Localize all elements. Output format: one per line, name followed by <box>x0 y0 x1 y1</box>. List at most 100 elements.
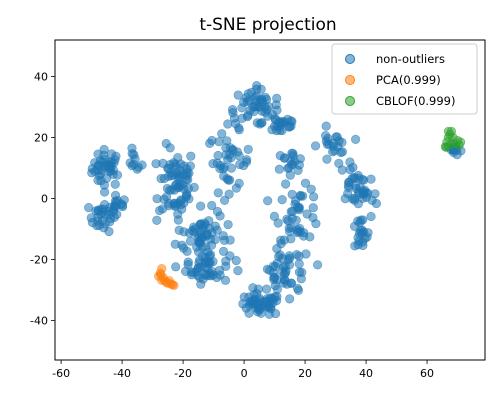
non-outlier-point <box>246 297 256 307</box>
non-outlier-point <box>92 221 102 231</box>
non-outlier-point <box>298 191 308 201</box>
cblof-outlier-point <box>443 126 454 137</box>
non-outlier-point <box>366 174 376 184</box>
non-outlier-point <box>99 180 109 190</box>
non-outlier-point <box>171 262 181 272</box>
pca-outlier-point <box>164 276 174 286</box>
non-outlier-point <box>170 239 180 249</box>
non-outlier-point <box>360 233 370 243</box>
non-outlier-point <box>347 174 357 184</box>
non-outlier-point <box>294 259 304 269</box>
non-outlier-point <box>112 170 123 180</box>
non-outlier-point <box>293 165 303 176</box>
non-outlier-point <box>219 195 230 205</box>
non-outlier-point <box>238 299 248 309</box>
non-outlier-point <box>228 107 238 118</box>
non-outlier-point <box>353 216 363 226</box>
non-outlier-point <box>152 215 162 225</box>
non-outlier-point <box>180 266 191 276</box>
non-outlier-point <box>107 149 117 159</box>
y-tick-label: 0 <box>41 192 48 205</box>
non-outlier-point <box>357 225 367 235</box>
non-outlier-point <box>279 235 289 245</box>
non-outlier-point <box>213 150 223 161</box>
non-outlier-point <box>370 189 380 199</box>
non-outlier-point <box>193 263 203 274</box>
x-tick-label: 40 <box>359 367 373 380</box>
non-outlier-point <box>196 201 206 211</box>
non-outlier-point <box>277 195 287 205</box>
pca-outlier-point <box>156 270 166 280</box>
non-outlier-point <box>171 201 181 211</box>
non-outlier-point <box>233 90 243 100</box>
non-outlier-point <box>221 261 231 271</box>
non-outlier-point <box>287 189 297 199</box>
non-outlier-point <box>106 165 116 176</box>
non-outlier-point <box>274 252 284 262</box>
non-outlier-point <box>261 284 272 294</box>
non-outlier-point <box>273 218 283 228</box>
non-outlier-point <box>272 121 282 131</box>
non-outlier-point <box>308 212 318 223</box>
non-outlier-point <box>253 307 263 317</box>
non-outlier-point <box>349 195 360 206</box>
non-outlier-point <box>286 278 296 288</box>
non-outlier-point <box>224 189 234 199</box>
non-outlier-point <box>284 122 295 132</box>
non-outlier-point <box>109 206 119 216</box>
non-outlier-point <box>225 150 235 160</box>
non-outlier-point <box>242 155 252 165</box>
non-outlier-point <box>265 265 275 275</box>
non-outlier-point <box>268 110 278 120</box>
non-outlier-point <box>320 131 331 141</box>
legend-marker-cblof <box>345 96 355 106</box>
non-outlier-point <box>371 198 382 209</box>
non-outlier-point <box>93 149 103 159</box>
x-tick-label: -60 <box>52 367 70 380</box>
non-outlier-point <box>161 138 171 149</box>
non-outlier-point <box>250 93 260 103</box>
non-outlier-point <box>137 160 147 170</box>
non-outlier-point <box>202 229 212 239</box>
legend-label-non-outliers: non-outliers <box>376 52 445 66</box>
non-outlier-point <box>222 174 232 184</box>
non-outlier-point <box>272 93 282 103</box>
non-outlier-point <box>110 190 121 200</box>
y-tick-label: 20 <box>34 132 48 145</box>
cblof-outlier-point <box>446 139 457 149</box>
non-outlier-point <box>293 285 304 295</box>
non-outlier-point <box>299 231 309 241</box>
non-outlier-point <box>223 119 233 129</box>
non-outlier-point <box>270 280 280 291</box>
non-outlier-point <box>214 137 224 147</box>
non-outlier-point <box>294 203 304 213</box>
non-outlier-point <box>237 103 247 113</box>
non-outlier-point <box>87 164 97 174</box>
non-outlier-point <box>119 195 129 205</box>
non-outlier-point <box>257 106 267 116</box>
non-outlier-point <box>234 151 244 161</box>
x-tick-label: -20 <box>174 367 192 380</box>
non-outlier-point <box>348 162 358 173</box>
non-outlier-point <box>274 164 284 174</box>
non-outlier-point <box>164 171 174 181</box>
non-outlier-point <box>186 151 196 161</box>
non-outlier-point <box>173 215 183 225</box>
non-outlier-point <box>281 179 291 189</box>
non-outlier-point <box>234 178 244 188</box>
non-outlier-point <box>125 158 135 168</box>
y-tick-label: 40 <box>34 71 48 84</box>
non-outlier-point <box>219 235 230 245</box>
non-outlier-point <box>284 163 294 173</box>
non-outlier-point <box>268 295 278 305</box>
non-outlier-point <box>297 267 307 277</box>
non-outlier-point <box>337 147 348 157</box>
non-outlier-point <box>183 175 193 185</box>
chart-title: t-SNE projection <box>199 15 336 35</box>
ticks-layer: -60 -40 -20 0 20 40 60 -40 -20 0 20 40 <box>30 71 434 380</box>
legend-label-cblof: CBLOF(0.999) <box>376 94 455 108</box>
legend: non-outliers PCA(0.999) CBLOF(0.999) <box>331 43 478 115</box>
non-outlier-point <box>243 144 253 154</box>
non-outlier-point <box>322 154 332 164</box>
non-outlier-point <box>212 206 223 217</box>
